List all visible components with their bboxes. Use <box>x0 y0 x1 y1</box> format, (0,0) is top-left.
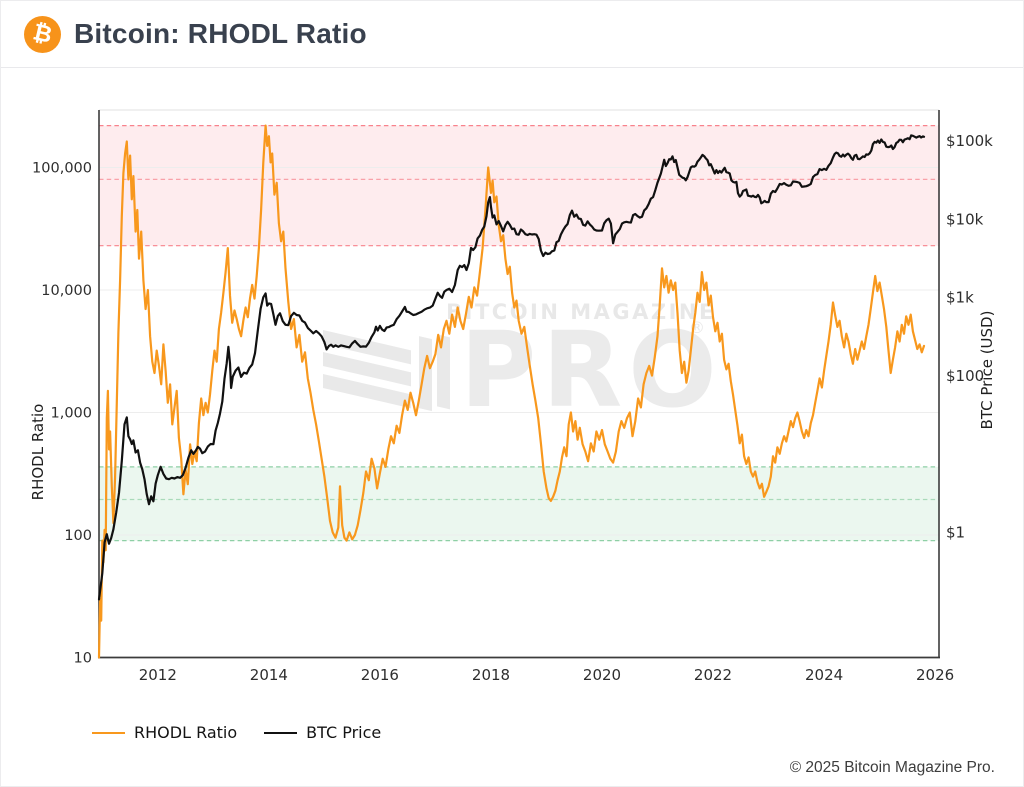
watermark-text: BITCOIN MAGAZINE <box>446 300 716 324</box>
header: ₿ Bitcoin: RHODL Ratio <box>1 1 1023 68</box>
rhodl-ratio-series-line <box>97 124 926 659</box>
bitcoin-logo-icon: ₿ <box>24 15 61 53</box>
legend-item-rhodl-ratio[interactable]: RHODL Ratio <box>92 723 237 742</box>
y-axis-title-right: BTC Price (USD) <box>978 310 996 430</box>
copyright-notice: © 2025 Bitcoin Magazine Pro. <box>789 759 995 776</box>
chart-container: BITCOIN MAGAZINE PRO ® 100,000 10,000 1,000 10… <box>1 68 1023 718</box>
registered-mark: ® <box>689 318 705 337</box>
y-right-tick-label: $100 <box>946 367 984 385</box>
overvalued-band <box>99 125 939 246</box>
legend: RHODL Ratio BTC Price <box>92 723 381 742</box>
y-left-tick-label: 100,000 <box>32 161 92 177</box>
y-axis-title-left: RHODL Ratio <box>29 403 47 501</box>
x-tick-label: 2018 <box>472 666 510 684</box>
legend-item-btc-price[interactable]: BTC Price <box>264 723 381 742</box>
tick-labels: 100,000 10,000 1,000 100 10 $100k $10k $1k $100 $… <box>32 132 993 684</box>
x-tick-label: 2026 <box>916 666 954 684</box>
x-tick-label: 2024 <box>805 666 843 684</box>
y-left-tick-label: 10 <box>74 651 92 667</box>
y-left-tick-label: 100 <box>64 528 92 544</box>
x-tick-label: 2020 <box>583 666 621 684</box>
bitcoin-symbol: ₿ <box>30 18 55 49</box>
bitcoin-magazine-logo-icon <box>323 330 450 412</box>
rhodl-line-swatch-icon <box>92 731 125 734</box>
x-tick-label: 2012 <box>139 666 177 684</box>
axes <box>98 109 940 659</box>
legend-label: RHODL Ratio <box>134 723 238 742</box>
y-right-tick-label: $1 <box>946 524 965 542</box>
y-right-tick-label: $100k <box>946 132 993 150</box>
y-left-tick-label: 10,000 <box>41 283 92 299</box>
y-right-tick-label: $1k <box>946 289 974 307</box>
y-left-tick-label: 1,000 <box>50 406 92 422</box>
y-right-tick-label: $10k <box>946 210 984 228</box>
undervalued-band <box>99 466 939 541</box>
gridlines <box>99 167 939 536</box>
x-tick-label: 2022 <box>694 666 732 684</box>
watermark-pro-text: PRO <box>460 309 723 431</box>
series <box>97 124 926 659</box>
valuation-bands <box>99 124 939 542</box>
x-tick-label: 2016 <box>361 666 399 684</box>
x-tick-label: 2014 <box>250 666 288 684</box>
legend-label: BTC Price <box>306 723 382 742</box>
btc-price-series-line <box>97 134 926 601</box>
page-title: Bitcoin: RHODL Ratio <box>74 18 367 49</box>
btc-line-swatch-icon <box>264 731 298 734</box>
rhodl-ratio-chart: BITCOIN MAGAZINEPRO®100,00010,0001,00010… <box>32 109 993 684</box>
